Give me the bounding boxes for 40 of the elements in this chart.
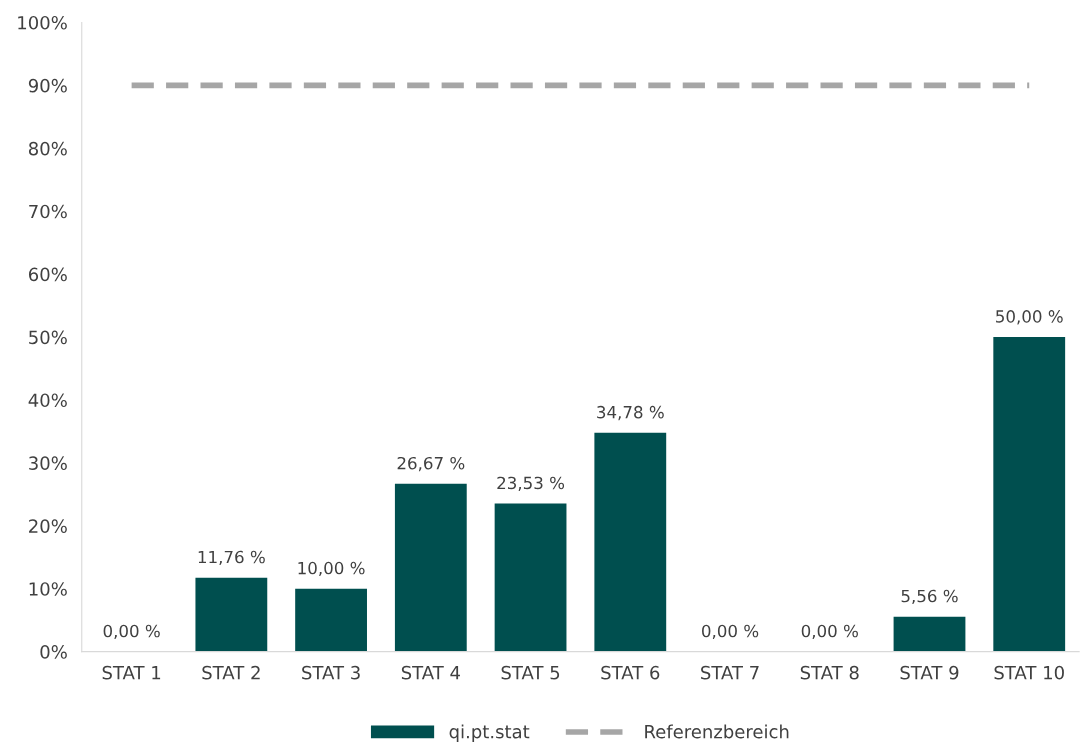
bar bbox=[494, 503, 567, 652]
legend-label: Referenzbereich bbox=[645, 724, 789, 739]
data-label: 0,00 % bbox=[702, 624, 759, 639]
data-label: 0,00 % bbox=[801, 624, 858, 639]
y-tick-label: 100% bbox=[18, 15, 67, 30]
y-tick-label: 0% bbox=[40, 645, 67, 659]
x-tick-label: STAT 9 bbox=[900, 665, 959, 680]
x-tick-label: STAT 10 bbox=[994, 665, 1064, 680]
bar bbox=[394, 483, 467, 652]
bar bbox=[594, 432, 667, 652]
bar bbox=[195, 577, 268, 652]
y-tick-label: 40% bbox=[28, 393, 67, 408]
y-tick-label: 10% bbox=[29, 582, 67, 596]
data-label: 50,00 % bbox=[996, 310, 1063, 325]
x-tick-label: STAT 3 bbox=[302, 665, 360, 680]
data-label: 26,67 % bbox=[397, 456, 465, 472]
x-tick-label: STAT 4 bbox=[401, 665, 460, 680]
data-label: 23,53 % bbox=[497, 476, 565, 491]
bar bbox=[993, 337, 1066, 652]
data-label: 5,56 % bbox=[901, 589, 958, 605]
x-tick-label: STAT 8 bbox=[800, 665, 859, 680]
data-label: 11,76 % bbox=[198, 550, 265, 565]
data-label: 10,00 % bbox=[298, 561, 365, 577]
x-tick-label: STAT 5 bbox=[501, 665, 560, 680]
y-tick-label: 70% bbox=[29, 204, 67, 219]
y-tick-label: 80% bbox=[28, 141, 67, 156]
x-tick-label: STAT 1 bbox=[102, 665, 161, 680]
bar bbox=[893, 616, 966, 652]
data-label: 0,00 % bbox=[103, 624, 160, 639]
y-tick-label: 60% bbox=[28, 267, 67, 282]
y-tick-label: 90% bbox=[28, 78, 67, 93]
x-tick-label: STAT 2 bbox=[202, 665, 260, 680]
y-tick-label: 20% bbox=[29, 519, 67, 533]
y-tick-label: 50% bbox=[29, 330, 67, 345]
bar bbox=[295, 588, 367, 652]
legend-label: qi.pt.stat bbox=[449, 724, 530, 742]
data-label: 34,78 % bbox=[597, 405, 664, 421]
x-tick-label: STAT 7 bbox=[701, 665, 759, 680]
x-tick-label: STAT 6 bbox=[601, 665, 660, 680]
y-tick-label: 30% bbox=[29, 456, 67, 470]
